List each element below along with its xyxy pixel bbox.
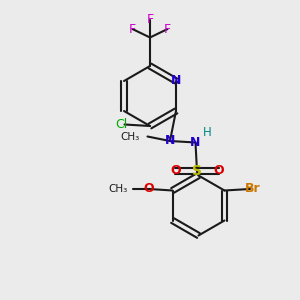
Text: F: F	[146, 13, 154, 26]
Text: O: O	[170, 164, 181, 178]
Text: N: N	[165, 134, 175, 148]
Text: O: O	[213, 164, 224, 178]
Text: H: H	[202, 126, 211, 140]
Text: S: S	[192, 164, 202, 178]
Text: O: O	[144, 182, 154, 196]
Text: Cl: Cl	[115, 118, 127, 131]
Text: CH₃: CH₃	[121, 131, 140, 142]
Text: F: F	[129, 22, 136, 36]
Text: F: F	[164, 22, 171, 36]
Text: N: N	[190, 136, 201, 149]
Text: CH₃: CH₃	[109, 184, 128, 194]
Text: N: N	[171, 74, 181, 88]
Text: Br: Br	[245, 182, 261, 196]
